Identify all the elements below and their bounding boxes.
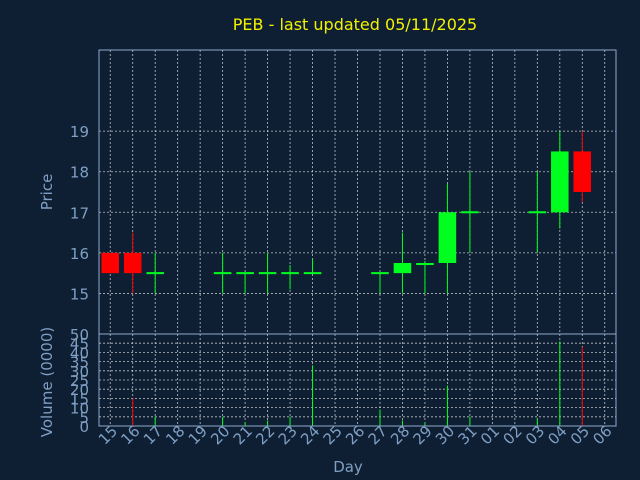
volume-tick-label: 15 bbox=[70, 390, 89, 408]
volume-tick-label: 20 bbox=[70, 381, 89, 399]
candle-body bbox=[416, 263, 434, 266]
volume-tick-label: 35 bbox=[70, 354, 89, 372]
chart-title: PEB - last updated 05/11/2025 bbox=[233, 15, 477, 34]
candle-body bbox=[393, 263, 412, 274]
price-tick-label: 16 bbox=[70, 245, 89, 263]
volume-tick-label: 50 bbox=[70, 326, 89, 344]
volume-tick-label: 5 bbox=[79, 409, 89, 427]
volume-tick-label: 45 bbox=[70, 335, 89, 353]
volume-tick-label: 10 bbox=[70, 400, 89, 418]
volume-tick-label: 30 bbox=[70, 363, 89, 381]
grid-lines bbox=[99, 50, 616, 427]
price-axis-label: Price bbox=[38, 174, 56, 211]
axis-frames bbox=[98, 49, 617, 427]
candle-body bbox=[123, 252, 142, 274]
volume-tick-label: 0 bbox=[79, 418, 89, 436]
candle-body bbox=[438, 212, 457, 263]
volume-tick-label: 40 bbox=[70, 344, 89, 362]
volume-panel-frame bbox=[98, 333, 617, 427]
price-tick-label: 19 bbox=[70, 123, 89, 141]
candle-body bbox=[101, 252, 120, 274]
price-tick-label: 15 bbox=[70, 285, 89, 303]
volume-axis-label: Volume (0000) bbox=[38, 327, 56, 437]
volume-tick-label: 25 bbox=[70, 372, 89, 390]
candle-body bbox=[551, 151, 569, 213]
x-axis-label: Day bbox=[333, 458, 363, 476]
price-tick-label: 18 bbox=[70, 164, 89, 182]
chart-marks bbox=[101, 131, 592, 426]
candle-body bbox=[573, 151, 592, 192]
price-tick-label: 17 bbox=[70, 204, 89, 222]
